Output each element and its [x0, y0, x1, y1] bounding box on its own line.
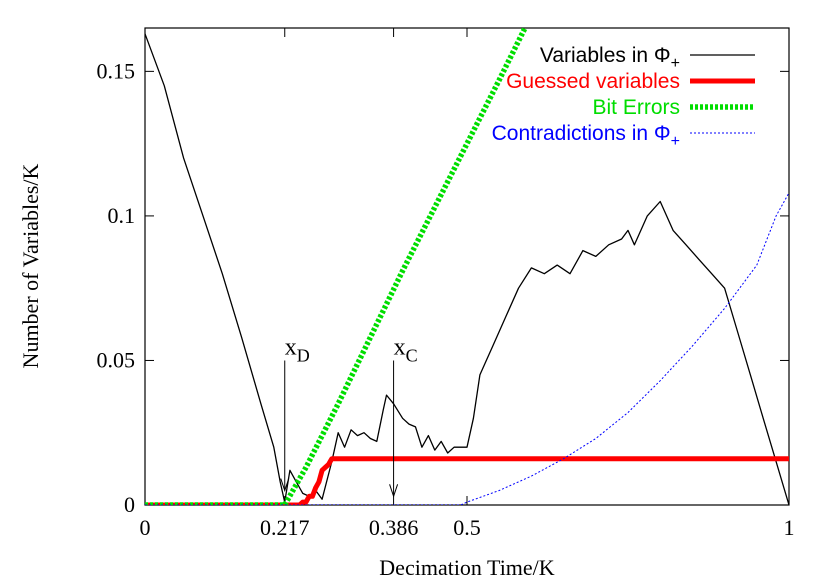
ticks: 0 0.217 0.386 0.5 1 0 0.05 0.1 0.15 [97, 28, 795, 540]
legend: Variables in Φ+Guessed variables Bit Erro… [492, 44, 755, 150]
plot-frame [144, 27, 790, 506]
annotation-label-C: xC [394, 334, 418, 365]
legend-label-2: Bit Errors [592, 96, 680, 119]
y-tick-label: 0.05 [97, 347, 136, 372]
series-line-3 [145, 192, 789, 505]
y-tick-label: 0.15 [97, 58, 136, 83]
annotation-label-D: xD [285, 334, 310, 365]
legend-label-0: Variables in Φ+ [540, 44, 680, 72]
series-line-2 [145, 28, 528, 505]
x-tick-label: 0.217 [260, 515, 310, 540]
series-line-0 [145, 33, 789, 505]
x-axis-title: Decimation Time/K [379, 555, 555, 580]
annotation-arrowhead-C [389, 484, 399, 498]
y-axis-title: Number of Variables/K [18, 163, 43, 368]
y-tick-label: 0.1 [108, 203, 136, 228]
annotation-arrowhead-D [280, 478, 290, 493]
x-tick-label: 0 [140, 515, 151, 540]
x-tick-label: 0.5 [453, 515, 481, 540]
y-tick-label: 0 [124, 492, 135, 517]
legend-label-1: Guessed variables [506, 70, 680, 93]
x-tick-label: 1 [784, 515, 795, 540]
series-layer [145, 28, 789, 505]
x-tick-label: 0.386 [369, 515, 419, 540]
series-line-1 [145, 456, 789, 505]
annotation-layer: xD xC [280, 334, 418, 498]
legend-label-3: Contradictions in Φ+ [492, 122, 680, 150]
